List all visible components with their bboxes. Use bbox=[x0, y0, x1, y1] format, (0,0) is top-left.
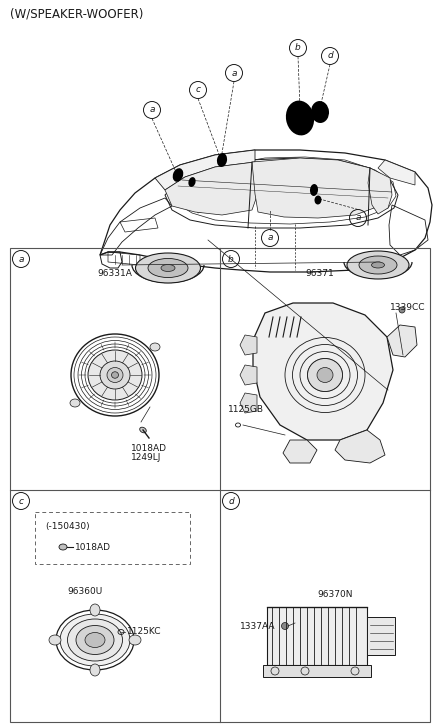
Text: (-150430): (-150430) bbox=[45, 522, 89, 531]
Polygon shape bbox=[334, 430, 384, 463]
Text: 1339CC: 1339CC bbox=[389, 303, 424, 312]
Polygon shape bbox=[386, 325, 416, 357]
Ellipse shape bbox=[60, 614, 130, 666]
Ellipse shape bbox=[371, 262, 384, 268]
Polygon shape bbox=[367, 168, 391, 214]
Polygon shape bbox=[194, 205, 208, 213]
Text: 96331A: 96331A bbox=[97, 269, 132, 278]
Ellipse shape bbox=[107, 368, 123, 382]
Text: 1018AD: 1018AD bbox=[131, 444, 166, 453]
Polygon shape bbox=[240, 393, 256, 413]
Ellipse shape bbox=[135, 253, 200, 283]
Text: 1337AA: 1337AA bbox=[240, 622, 275, 631]
Ellipse shape bbox=[129, 635, 141, 645]
Ellipse shape bbox=[307, 358, 342, 392]
Polygon shape bbox=[155, 150, 254, 190]
Text: a: a bbox=[354, 214, 360, 222]
Ellipse shape bbox=[281, 622, 288, 630]
Ellipse shape bbox=[49, 635, 61, 645]
Ellipse shape bbox=[88, 350, 141, 400]
Polygon shape bbox=[240, 365, 256, 385]
Polygon shape bbox=[283, 440, 316, 463]
Bar bbox=[366, 617, 394, 655]
Ellipse shape bbox=[358, 256, 396, 274]
Text: (W/SPEAKER-WOOFER): (W/SPEAKER-WOOFER) bbox=[10, 7, 143, 20]
Ellipse shape bbox=[70, 399, 80, 407]
Text: 96370N: 96370N bbox=[316, 590, 352, 599]
Polygon shape bbox=[377, 160, 414, 185]
Polygon shape bbox=[240, 335, 256, 355]
Text: 1018AD: 1018AD bbox=[75, 542, 111, 552]
Text: a: a bbox=[18, 254, 24, 263]
Ellipse shape bbox=[111, 371, 118, 378]
Ellipse shape bbox=[90, 664, 100, 676]
Ellipse shape bbox=[139, 427, 146, 433]
Text: 1125KC: 1125KC bbox=[127, 627, 161, 637]
Text: b: b bbox=[294, 44, 300, 52]
Ellipse shape bbox=[316, 368, 332, 382]
Text: 96360U: 96360U bbox=[67, 587, 102, 596]
Bar bbox=[35, 512, 190, 564]
Text: 96371: 96371 bbox=[304, 269, 333, 278]
Text: c: c bbox=[18, 497, 24, 505]
Text: d: d bbox=[228, 497, 233, 505]
Ellipse shape bbox=[314, 196, 321, 204]
Bar bbox=[266, 607, 366, 665]
Ellipse shape bbox=[310, 101, 328, 123]
Ellipse shape bbox=[188, 177, 195, 187]
Ellipse shape bbox=[100, 361, 130, 389]
Ellipse shape bbox=[172, 168, 183, 182]
Text: b: b bbox=[228, 254, 233, 263]
Polygon shape bbox=[252, 303, 392, 440]
Ellipse shape bbox=[309, 184, 317, 196]
Ellipse shape bbox=[148, 259, 187, 278]
Ellipse shape bbox=[59, 544, 67, 550]
Ellipse shape bbox=[398, 307, 404, 313]
Ellipse shape bbox=[161, 265, 175, 271]
Ellipse shape bbox=[90, 604, 100, 616]
Ellipse shape bbox=[346, 251, 408, 279]
Text: a: a bbox=[267, 233, 272, 243]
Bar bbox=[10, 248, 429, 722]
Ellipse shape bbox=[285, 100, 314, 135]
Ellipse shape bbox=[150, 343, 159, 351]
Ellipse shape bbox=[76, 625, 114, 654]
Ellipse shape bbox=[216, 153, 226, 167]
Bar bbox=[262, 665, 370, 677]
Text: a: a bbox=[231, 68, 236, 78]
Ellipse shape bbox=[67, 619, 122, 661]
Polygon shape bbox=[165, 162, 258, 215]
Polygon shape bbox=[251, 158, 377, 218]
Text: 1249LJ: 1249LJ bbox=[131, 453, 161, 462]
Ellipse shape bbox=[85, 632, 105, 648]
Text: c: c bbox=[195, 86, 200, 95]
Text: d: d bbox=[326, 52, 332, 60]
Text: 1125GB: 1125GB bbox=[227, 405, 263, 414]
Text: a: a bbox=[149, 105, 155, 114]
